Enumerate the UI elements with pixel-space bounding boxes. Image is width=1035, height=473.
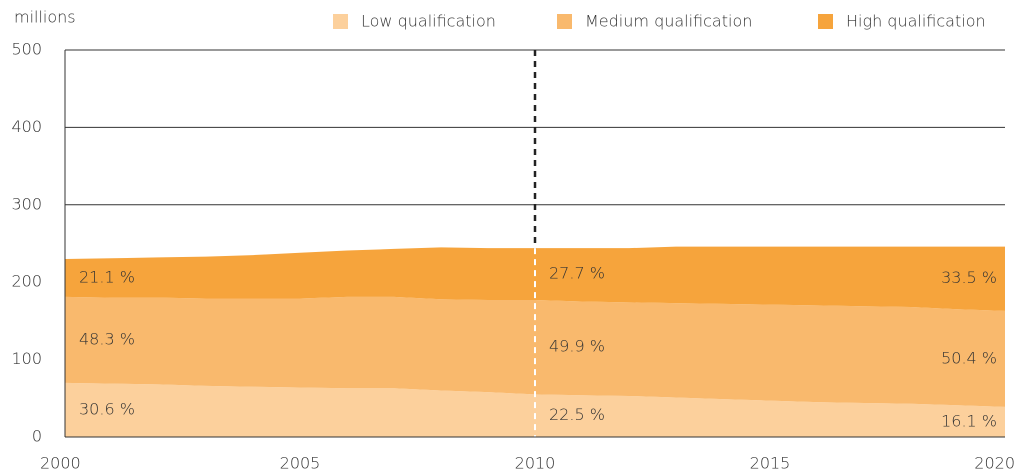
- y-axis-label: millions: [14, 8, 76, 27]
- x-tick-label: 2020: [974, 454, 1015, 473]
- y-tick-label: 0: [32, 427, 42, 446]
- band-label: 50.4 %: [941, 348, 997, 367]
- x-tick-label: 2000: [40, 454, 81, 473]
- y-tick-label: 100: [11, 349, 42, 368]
- band-label: 27.7 %: [549, 264, 605, 283]
- band-label: 49.9 %: [549, 337, 605, 356]
- band-label: 21.1 %: [79, 267, 135, 286]
- x-tick-label: 2010: [515, 454, 556, 473]
- y-tick-label: 300: [11, 194, 42, 213]
- legend-label: Medium qualification: [585, 12, 752, 31]
- band-label: 30.6 %: [79, 399, 135, 418]
- legend-swatch: [333, 14, 348, 29]
- band-label: 33.5 %: [941, 268, 997, 287]
- legend-swatch: [557, 14, 572, 29]
- legend-label: High qualification: [846, 12, 986, 31]
- band-label: 16.1 %: [941, 411, 997, 430]
- y-tick-label: 500: [11, 40, 42, 59]
- y-tick-label: 400: [11, 117, 42, 136]
- area: [65, 382, 1005, 437]
- legend-label: Low qualification: [361, 12, 496, 31]
- legend-swatch: [818, 14, 833, 29]
- band-label: 22.5 %: [549, 405, 605, 424]
- y-tick-label: 200: [11, 272, 42, 291]
- band-label: 48.3 %: [79, 329, 135, 348]
- area: [65, 246, 1005, 311]
- x-tick-label: 2015: [750, 454, 791, 473]
- x-tick-label: 2005: [280, 454, 321, 473]
